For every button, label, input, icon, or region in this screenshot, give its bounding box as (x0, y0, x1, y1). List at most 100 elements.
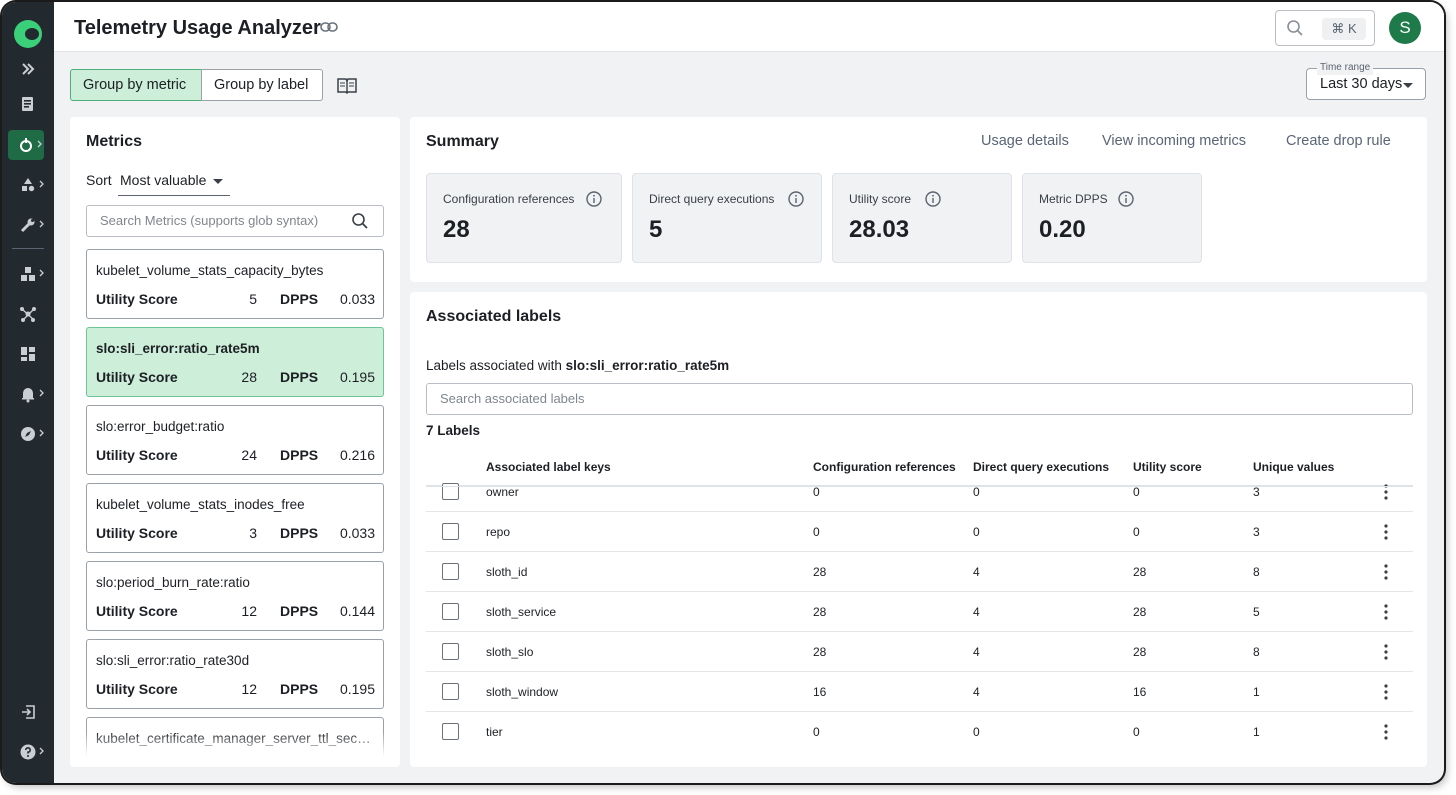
dpps-value: 0.195 (339, 681, 375, 697)
time-range-select[interactable]: Time range Last 30 days (1306, 61, 1426, 100)
unique-values-cell: 1 (1253, 725, 1260, 739)
row-checkbox[interactable] (442, 603, 459, 620)
column-header-config-references[interactable]: Configuration references (813, 460, 956, 474)
table-row[interactable]: sloth_id 28 4 28 8 (426, 552, 1413, 592)
config-references-cell: 28 (813, 645, 827, 659)
more-options-icon[interactable] (1384, 564, 1388, 580)
row-checkbox[interactable] (442, 483, 459, 500)
shapes-icon[interactable] (2, 170, 54, 200)
help-icon[interactable] (2, 737, 54, 767)
label-key: repo (486, 525, 511, 539)
row-checkbox[interactable] (442, 563, 459, 580)
config-references-cell: 0 (813, 485, 820, 499)
label-count: 7 Labels (426, 423, 481, 438)
stat-value: 28.03 (849, 216, 910, 243)
more-options-icon[interactable] (1384, 724, 1388, 740)
info-icon[interactable] (1118, 191, 1134, 207)
network-icon[interactable] (2, 299, 54, 329)
top-header: Telemetry Usage Analyzer ⌘ K S (54, 2, 1444, 52)
create-drop-rule-link[interactable]: Create drop rule (1286, 133, 1391, 149)
sort-label: Sort (86, 172, 112, 188)
more-options-icon[interactable] (1384, 684, 1388, 700)
user-avatar[interactable]: S (1389, 12, 1421, 44)
global-search-button[interactable]: ⌘ K (1275, 10, 1375, 46)
row-checkbox[interactable] (442, 523, 459, 540)
logs-icon[interactable] (2, 89, 54, 119)
row-checkbox[interactable] (442, 683, 459, 700)
metric-card[interactable]: slo:error_budget:ratio Utility Score 24 … (86, 405, 384, 475)
column-header-unique-values[interactable]: Unique values (1253, 460, 1335, 474)
metrics-title: Metrics (86, 133, 143, 150)
stat-card-metric-dpps: Metric DPPS 0.20 (1022, 173, 1202, 263)
expand-sidebar-icon[interactable] (2, 54, 54, 84)
table-row[interactable]: sloth_slo 28 4 28 8 (426, 632, 1413, 672)
telemetry-icon[interactable] (8, 130, 44, 160)
associated-labels-title: Associated labels (426, 308, 562, 325)
wrench-icon[interactable] (2, 210, 54, 240)
group-by-label-button[interactable]: Group by label (201, 69, 323, 101)
metric-card[interactable]: kubelet_volume_stats_inodes_free Utility… (86, 483, 384, 553)
row-checkbox[interactable] (442, 723, 459, 740)
direct-queries-cell: 0 (973, 485, 980, 499)
config-references-cell: 0 (813, 525, 820, 539)
view-incoming-metrics-link[interactable]: View incoming metrics (1102, 133, 1246, 149)
info-icon[interactable] (586, 191, 602, 207)
metric-card[interactable]: slo:period_burn_rate:ratio Utility Score… (86, 561, 384, 631)
time-range-label: Time range (1317, 61, 1374, 75)
table-row[interactable]: sloth_window 16 4 16 1 (426, 672, 1413, 712)
summary-panel: Summary Usage details View incoming metr… (410, 117, 1427, 282)
app-logo[interactable] (14, 20, 42, 48)
chevron-down-icon (213, 179, 223, 184)
dashboards-icon[interactable] (2, 339, 54, 369)
cubes-icon[interactable] (2, 259, 54, 289)
group-by-metric-button[interactable]: Group by metric (70, 69, 202, 101)
search-icon (352, 213, 368, 229)
usage-details-link[interactable]: Usage details (981, 133, 1069, 149)
table-row[interactable]: owner 0 0 0 3 (426, 472, 1413, 512)
info-icon[interactable] (788, 191, 804, 207)
metric-search-input[interactable]: Search Metrics (supports glob syntax) (86, 205, 384, 237)
page-title: Telemetry Usage Analyzer (74, 17, 321, 39)
table-row[interactable]: repo 0 0 0 3 (426, 512, 1413, 552)
table-row[interactable]: tier 0 0 0 1 (426, 712, 1413, 752)
config-references-cell: 0 (813, 725, 820, 739)
direct-queries-cell: 4 (973, 605, 980, 619)
app-window: Telemetry Usage Analyzer ⌘ K S Group by … (2, 2, 1444, 783)
book-icon[interactable] (337, 77, 357, 94)
logout-icon[interactable] (2, 697, 54, 727)
more-options-icon[interactable] (1384, 524, 1388, 540)
bell-icon[interactable] (2, 379, 54, 409)
column-header-direct-queries[interactable]: Direct query executions (973, 460, 1110, 474)
table-header-divider (426, 485, 1413, 486)
info-icon[interactable] (925, 191, 941, 207)
table-row[interactable]: sloth_service 28 4 28 5 (426, 592, 1413, 632)
unique-values-cell: 5 (1253, 605, 1260, 619)
link-icon[interactable] (320, 21, 338, 33)
column-header-utility-score[interactable]: Utility score (1133, 460, 1202, 474)
more-options-icon[interactable] (1384, 644, 1388, 660)
dpps-label: DPPS (280, 525, 319, 541)
column-header-label-keys[interactable]: Associated label keys (486, 460, 611, 474)
dpps-value: 0.216 (339, 447, 375, 463)
config-references-cell: 28 (813, 605, 827, 619)
chevron-down-icon (1403, 83, 1413, 88)
stat-value: 28 (443, 216, 470, 243)
utility-label: Utility Score (96, 603, 178, 619)
utility-value: 12 (241, 603, 257, 619)
unique-values-cell: 1 (1253, 685, 1260, 699)
label-key: sloth_window (486, 685, 559, 699)
metric-card[interactable]: kubelet_volume_stats_capacity_bytes Util… (86, 249, 384, 319)
metric-card-selected[interactable]: slo:sli_error:ratio_rate5m Utility Score… (86, 327, 384, 397)
row-checkbox[interactable] (442, 643, 459, 660)
table-header-divider (426, 486, 1413, 487)
metric-name: slo:error_budget:ratio (96, 419, 225, 434)
sort-select[interactable]: Most valuable (118, 172, 230, 196)
more-options-icon[interactable] (1384, 604, 1388, 620)
metric-card[interactable]: slo:sli_error:ratio_rate30d Utility Scor… (86, 639, 384, 709)
utility-value: 5 (249, 291, 257, 307)
dpps-label: DPPS (280, 603, 319, 619)
utility-score-cell: 0 (1133, 525, 1140, 539)
compass-icon[interactable] (2, 419, 54, 449)
summary-title: Summary (426, 133, 499, 150)
label-search-input[interactable]: Search associated labels (426, 383, 1413, 415)
